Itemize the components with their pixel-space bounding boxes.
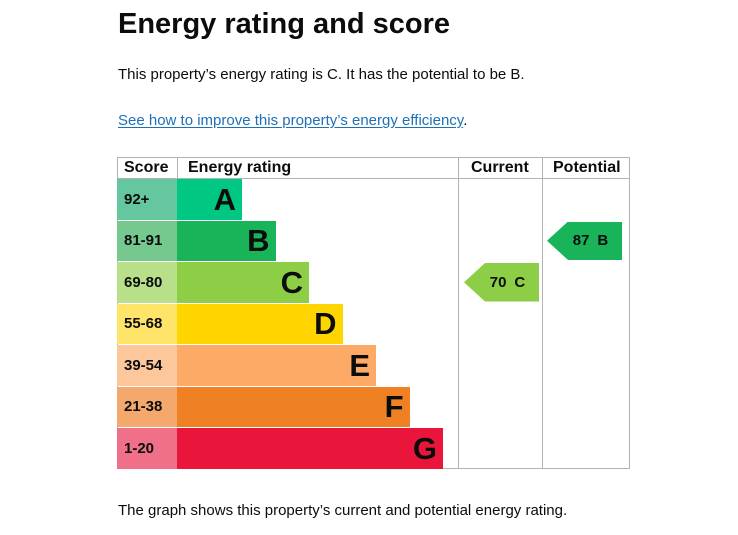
- band-f: F: [177, 386, 410, 427]
- current-column-header: Current: [471, 159, 529, 176]
- band-score-g: 1-20: [117, 428, 177, 469]
- link-suffix: .: [463, 112, 468, 129]
- header-divider: [117, 178, 630, 179]
- band-score-e: 39-54: [117, 345, 177, 386]
- current-rating-value: 70: [489, 273, 507, 291]
- band-score-b: 81-91: [117, 220, 177, 261]
- band-score-d: 55-68: [117, 303, 177, 344]
- potential-divider: [542, 157, 543, 469]
- page-title: Energy rating and score: [118, 8, 450, 40]
- band-a: A: [177, 179, 242, 220]
- score-divider: [177, 157, 178, 179]
- band-d: D: [177, 303, 343, 344]
- band-b: B: [177, 220, 276, 261]
- potential-rating-letter: B: [597, 232, 609, 250]
- potential-rating-value: 87: [572, 232, 590, 250]
- energy-rating-summary: This property’s energy rating is C. It h…: [118, 66, 525, 83]
- improve-link-paragraph: See how to improve this property’s energ…: [118, 111, 467, 131]
- energy-rating-column-header: Energy rating: [188, 159, 292, 176]
- band-score-c: 69-80: [117, 262, 177, 303]
- current-divider: [458, 157, 459, 469]
- score-column-header: Score: [124, 159, 169, 176]
- band-g: G: [177, 428, 443, 469]
- band-score-f: 21-38: [117, 386, 177, 427]
- improve-efficiency-link[interactable]: See how to improve this property’s energ…: [118, 112, 464, 129]
- current-rating-letter: C: [514, 273, 526, 291]
- graph-description: The graph shows this property’s current …: [118, 502, 568, 519]
- band-e: E: [177, 345, 376, 386]
- band-c: C: [177, 262, 309, 303]
- epc-graph: Score Energy rating Current Potential 92…: [117, 157, 630, 469]
- potential-column-header: Potential: [553, 159, 621, 176]
- band-score-a: 92+: [117, 179, 177, 220]
